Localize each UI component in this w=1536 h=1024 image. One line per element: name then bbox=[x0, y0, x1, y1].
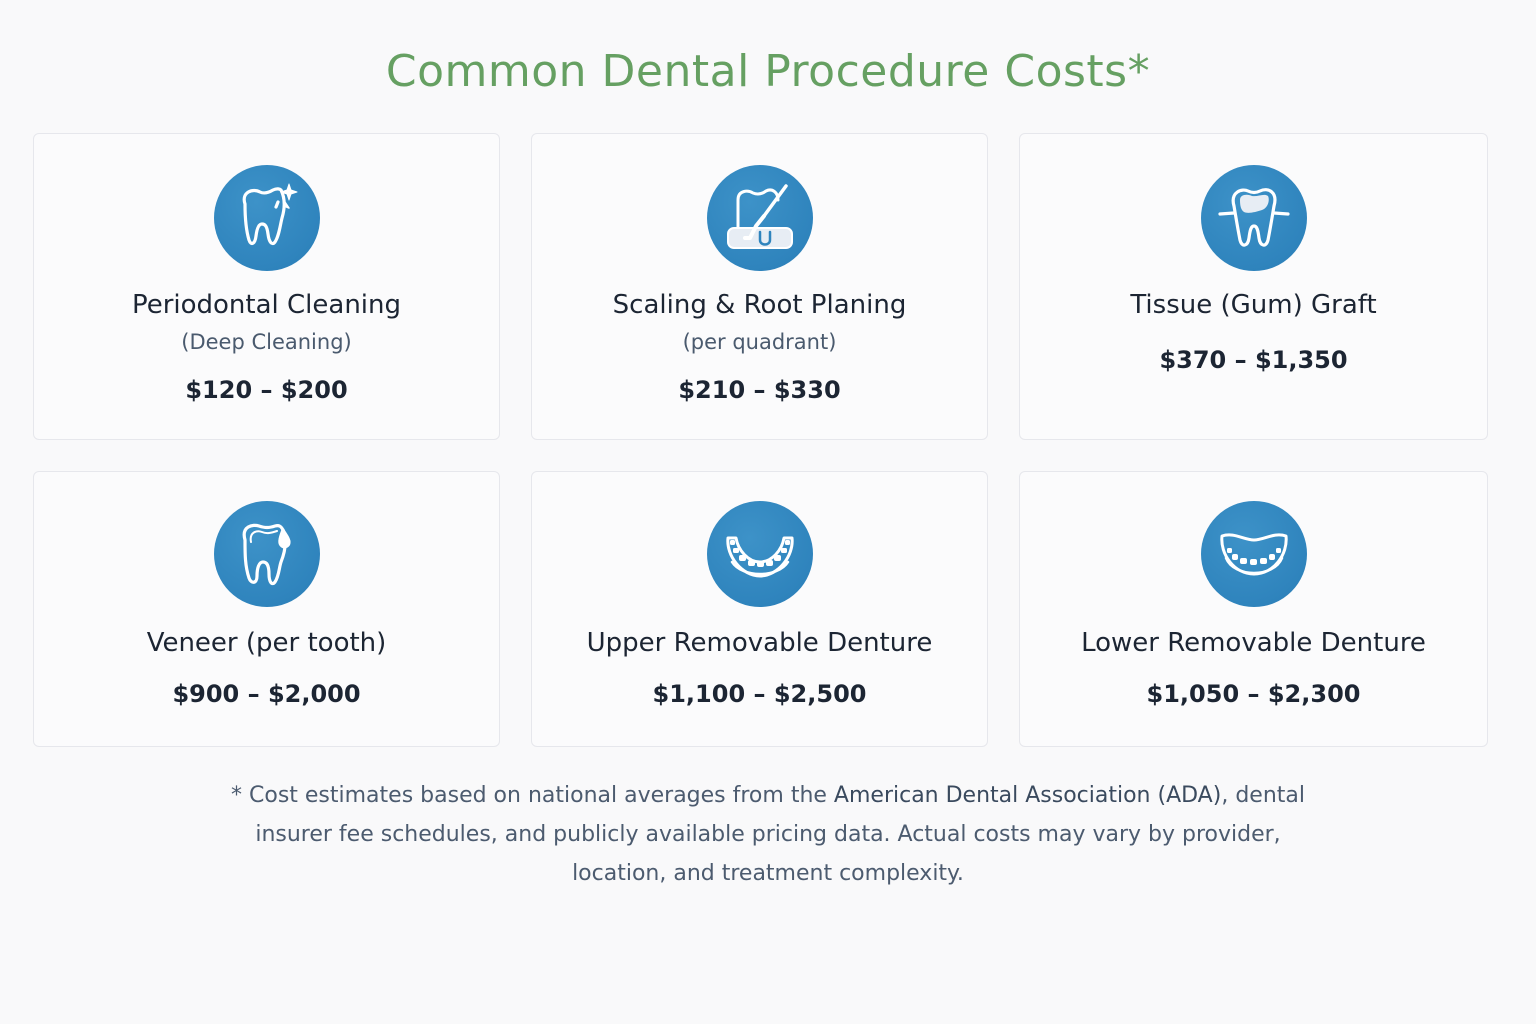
footnote-line-2: insurer fee schedules, and publicly avai… bbox=[255, 822, 1281, 847]
procedure-price: $900 – $2,000 bbox=[172, 680, 361, 708]
footnote-prefix: * Cost estimates based on national avera… bbox=[231, 783, 834, 808]
procedure-card-tissue-gum-graft: Tissue (Gum) Graft $370 – $1,350 bbox=[1019, 133, 1488, 440]
page-title: Common Dental Procedure Costs* bbox=[385, 46, 1151, 97]
procedure-price: $370 – $1,350 bbox=[1159, 346, 1348, 374]
procedure-price: $120 – $200 bbox=[185, 376, 348, 404]
procedure-card-veneer: Veneer (per tooth) $900 – $2,000 bbox=[33, 471, 500, 747]
footnote-line-3: location, and treatment complexity. bbox=[572, 861, 964, 886]
procedure-name: Periodontal Cleaning bbox=[131, 290, 402, 320]
veneer-tooth-icon bbox=[213, 501, 320, 607]
procedure-subtitle: (Deep Cleaning) bbox=[181, 330, 352, 354]
procedure-price: $1,100 – $2,500 bbox=[652, 680, 867, 708]
sparkling-tooth-icon bbox=[213, 165, 320, 271]
footnote-source-ada: American Dental Association (ADA) bbox=[833, 783, 1222, 808]
footnote-line-1: * Cost estimates based on national avera… bbox=[150, 776, 1386, 815]
procedure-price: $210 – $330 bbox=[678, 376, 841, 404]
procedure-name: Lower Removable Denture bbox=[1081, 628, 1426, 658]
procedure-card-scaling-root-planing: Scaling & Root Planing (per quadrant) $2… bbox=[531, 133, 988, 440]
procedure-price: $1,050 – $2,300 bbox=[1146, 680, 1361, 708]
procedure-name: Upper Removable Denture bbox=[586, 628, 933, 658]
procedure-card-periodontal-cleaning: Periodontal Cleaning (Deep Cleaning) $12… bbox=[33, 133, 500, 440]
footnote-suffix: , dental bbox=[1221, 783, 1305, 808]
procedure-name: Veneer (per tooth) bbox=[146, 628, 387, 658]
upper-denture-icon bbox=[706, 501, 813, 607]
procedure-name: Scaling & Root Planing bbox=[612, 290, 907, 320]
tooth-scaler-icon bbox=[706, 165, 813, 271]
procedure-card-upper-removable-denture: Upper Removable Denture $1,100 – $2,500 bbox=[531, 471, 988, 747]
tooth-gumline-icon bbox=[1200, 165, 1307, 271]
procedure-name: Tissue (Gum) Graft bbox=[1130, 290, 1377, 320]
lower-denture-icon bbox=[1200, 501, 1307, 607]
procedure-subtitle: (per quadrant) bbox=[682, 330, 837, 354]
footnote: * Cost estimates based on national avera… bbox=[150, 776, 1386, 893]
procedure-card-lower-removable-denture: Lower Removable Denture $1,050 – $2,300 bbox=[1019, 471, 1488, 747]
